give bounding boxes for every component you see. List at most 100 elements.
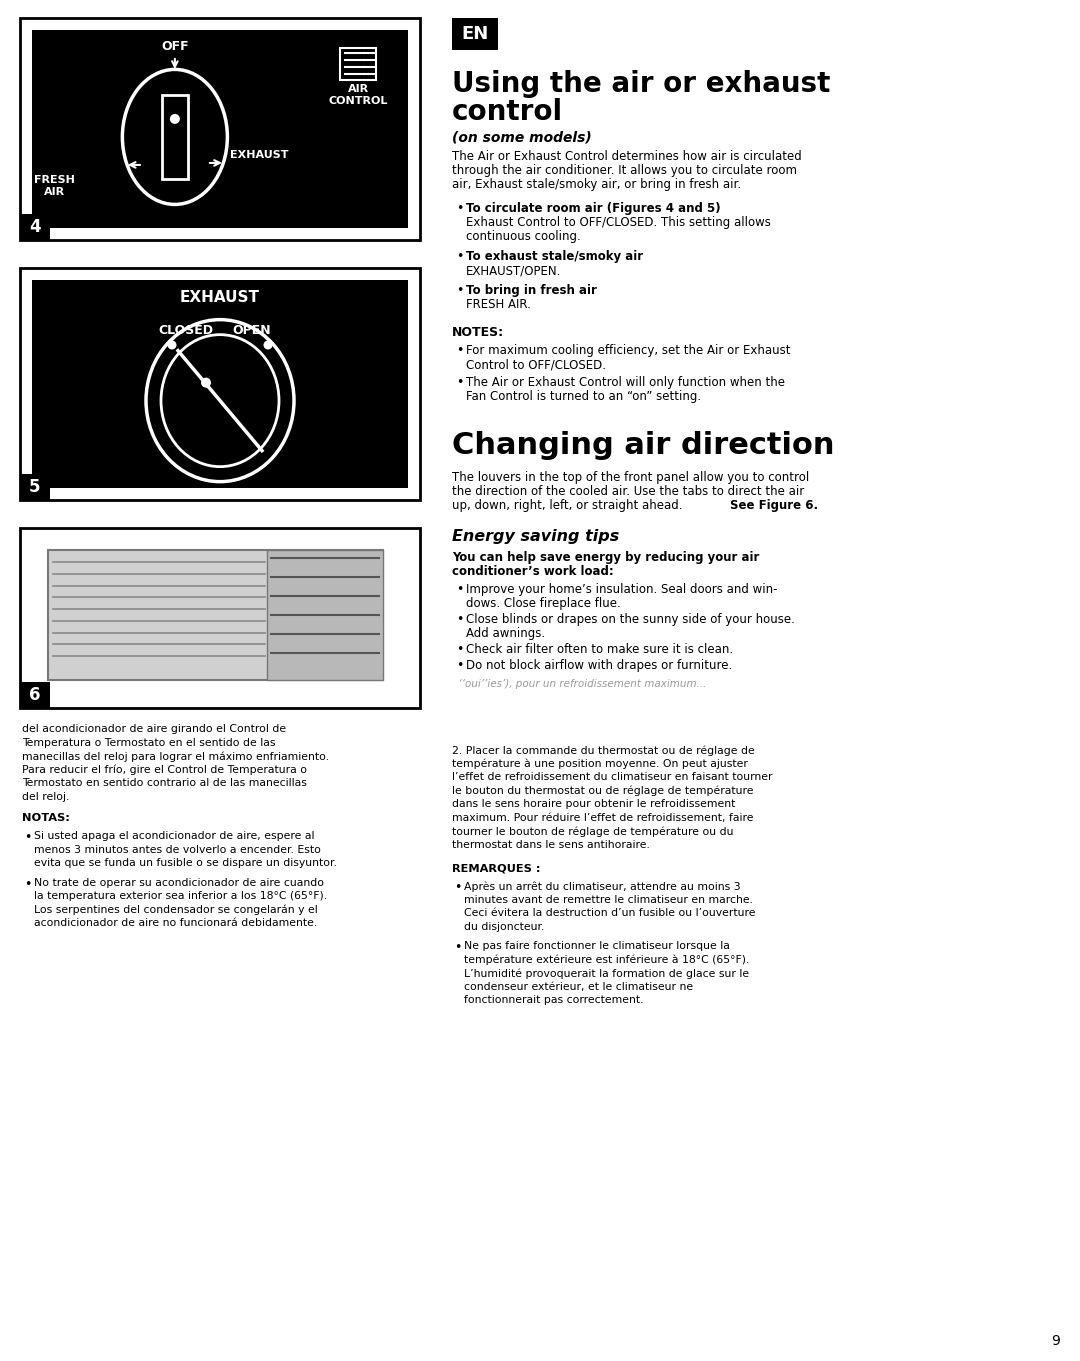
FancyBboxPatch shape (21, 18, 420, 240)
Text: •: • (456, 250, 463, 263)
Text: del reloj.: del reloj. (22, 792, 69, 802)
FancyBboxPatch shape (21, 214, 50, 240)
Text: minutes avant de remettre le climatiseur en marche.: minutes avant de remettre le climatiseur… (464, 894, 753, 905)
Text: NOTES:: NOTES: (453, 327, 504, 339)
Text: Using the air or exhaust: Using the air or exhaust (453, 69, 831, 98)
Circle shape (167, 340, 176, 350)
Text: del acondicionador de aire girando el Control de: del acondicionador de aire girando el Co… (22, 724, 286, 734)
Text: maximum. Pour réduire l’effet de refroidissement, faire: maximum. Pour réduire l’effet de refroid… (453, 813, 754, 822)
Text: du disjoncteur.: du disjoncteur. (464, 921, 544, 931)
Text: NOTAS:: NOTAS: (22, 813, 70, 823)
Text: To exhaust stale/smoky air: To exhaust stale/smoky air (465, 250, 643, 263)
Text: No trate de operar su acondicionador de aire cuando: No trate de operar su acondicionador de … (33, 878, 324, 887)
Text: acondicionador de aire no funcionará debidamente.: acondicionador de aire no funcionará deb… (33, 919, 318, 928)
Text: You can help save energy by reducing your air: You can help save energy by reducing you… (453, 551, 759, 563)
Text: The louvers in the top of the front panel allow you to control: The louvers in the top of the front pane… (453, 471, 809, 485)
FancyBboxPatch shape (32, 280, 408, 489)
Text: 5: 5 (29, 478, 41, 495)
Text: To bring in fresh air: To bring in fresh air (465, 284, 597, 297)
Text: The Air or Exhaust Control will only function when the: The Air or Exhaust Control will only fun… (465, 376, 785, 389)
Text: For maximum cooling efficiency, set the Air or Exhaust: For maximum cooling efficiency, set the … (465, 344, 791, 357)
Text: Energy saving tips: Energy saving tips (453, 529, 619, 544)
Text: Add awnings.: Add awnings. (465, 627, 545, 640)
Text: ‘‘oui’’ies’), pour un refroidissement maximum...: ‘‘oui’’ies’), pour un refroidissement ma… (453, 679, 706, 689)
Circle shape (170, 114, 180, 124)
FancyBboxPatch shape (21, 682, 50, 708)
Text: 9: 9 (1051, 1334, 1059, 1347)
Text: •: • (456, 344, 463, 357)
FancyBboxPatch shape (267, 550, 383, 680)
Circle shape (201, 377, 211, 388)
Text: dans le sens horaire pour obtenir le refroidissement: dans le sens horaire pour obtenir le ref… (453, 799, 735, 808)
Text: le bouton du thermostat ou de réglage de température: le bouton du thermostat ou de réglage de… (453, 785, 754, 796)
Text: Do not block airflow with drapes or furniture.: Do not block airflow with drapes or furn… (465, 659, 732, 672)
Text: (on some models): (on some models) (453, 131, 592, 144)
Text: Exhaust Control to OFF/CLOSED. This setting allows: Exhaust Control to OFF/CLOSED. This sett… (465, 216, 771, 229)
Text: evita que se funda un fusible o se dispare un disyuntor.: evita que se funda un fusible o se dispa… (33, 857, 337, 868)
Text: air, Exhaust stale/smoky air, or bring in fresh air.: air, Exhaust stale/smoky air, or bring i… (453, 178, 741, 191)
Text: continuous cooling.: continuous cooling. (465, 230, 581, 244)
Text: Temperatura o Termostato en el sentido de las: Temperatura o Termostato en el sentido d… (22, 738, 275, 747)
Text: Changing air direction: Changing air direction (453, 431, 835, 460)
Text: Check air filter often to make sure it is clean.: Check air filter often to make sure it i… (465, 642, 733, 656)
Text: OPEN: OPEN (232, 324, 271, 338)
FancyBboxPatch shape (21, 528, 420, 708)
Text: manecillas del reloj para lograr el máximo enfriamiento.: manecillas del reloj para lograr el máxi… (22, 751, 329, 762)
FancyBboxPatch shape (453, 18, 498, 50)
Text: EXHAUST/OPEN.: EXHAUST/OPEN. (465, 264, 562, 278)
Text: •: • (456, 583, 463, 596)
Text: •: • (456, 284, 463, 297)
Text: Après un arrêt du climatiseur, attendre au moins 3: Après un arrêt du climatiseur, attendre … (464, 881, 741, 891)
Text: EXHAUST: EXHAUST (230, 150, 288, 161)
Text: 4: 4 (29, 218, 41, 235)
Text: 6: 6 (29, 686, 41, 704)
Text: température à une position moyenne. On peut ajuster: température à une position moyenne. On p… (453, 758, 747, 769)
Text: To circulate room air (Figures 4 and 5): To circulate room air (Figures 4 and 5) (465, 201, 720, 215)
Text: Fan Control is turned to an “on” setting.: Fan Control is turned to an “on” setting… (465, 391, 701, 403)
Text: Termostato en sentido contrario al de las manecillas: Termostato en sentido contrario al de la… (22, 778, 307, 788)
Text: dows. Close fireplace flue.: dows. Close fireplace flue. (465, 597, 621, 610)
Text: up, down, right, left, or straight ahead.: up, down, right, left, or straight ahead… (453, 499, 686, 512)
Text: condenseur extérieur, et le climatiseur ne: condenseur extérieur, et le climatiseur … (464, 981, 693, 992)
Text: EN: EN (461, 24, 488, 44)
Text: FRESH AIR.: FRESH AIR. (465, 298, 531, 312)
Text: through the air conditioner. It allows you to circulate room: through the air conditioner. It allows y… (453, 163, 797, 177)
Text: •: • (456, 376, 463, 389)
Circle shape (264, 340, 272, 350)
Text: L’humidité provoquerait la formation de glace sur le: L’humidité provoquerait la formation de … (464, 968, 750, 979)
Text: •: • (456, 612, 463, 626)
FancyBboxPatch shape (48, 550, 383, 680)
Text: Control to OFF/CLOSED.: Control to OFF/CLOSED. (465, 358, 606, 372)
Text: Improve your home’s insulation. Seal doors and win-: Improve your home’s insulation. Seal doo… (465, 583, 778, 596)
Text: Ne pas faire fonctionner le climatiseur lorsque la: Ne pas faire fonctionner le climatiseur … (464, 940, 730, 951)
Text: AIR
CONTROL: AIR CONTROL (328, 84, 388, 106)
Text: menos 3 minutos antes de volverlo a encender. Esto: menos 3 minutos antes de volverlo a ence… (33, 844, 321, 855)
Text: •: • (456, 659, 463, 672)
Text: thermostat dans le sens antihoraire.: thermostat dans le sens antihoraire. (453, 840, 650, 849)
Text: EXHAUST: EXHAUST (180, 290, 260, 305)
Text: l’effet de refroidissement du climatiseur en faisant tourner: l’effet de refroidissement du climatiseu… (453, 772, 772, 783)
Text: •: • (456, 642, 463, 656)
Text: •: • (24, 878, 31, 890)
Text: OFF: OFF (161, 39, 189, 53)
Text: fonctionnerait pas correctement.: fonctionnerait pas correctement. (464, 995, 644, 1004)
Text: Close blinds or drapes on the sunny side of your house.: Close blinds or drapes on the sunny side… (465, 612, 795, 626)
FancyBboxPatch shape (21, 474, 50, 499)
Text: •: • (24, 832, 31, 844)
Text: tourner le bouton de réglage de température ou du: tourner le bouton de réglage de températ… (453, 826, 733, 837)
Text: The Air or Exhaust Control determines how air is circulated: The Air or Exhaust Control determines ho… (453, 150, 801, 163)
FancyBboxPatch shape (32, 30, 408, 229)
Text: Los serpentines del condensador se congelarán y el: Los serpentines del condensador se conge… (33, 905, 318, 915)
Text: •: • (454, 881, 461, 894)
Text: FRESH
AIR: FRESH AIR (33, 176, 75, 196)
Text: Ceci évitera la destruction d’un fusible ou l’ouverture: Ceci évitera la destruction d’un fusible… (464, 908, 756, 919)
Text: REMARQUES :: REMARQUES : (453, 863, 540, 872)
Text: température extérieure est inférieure à 18°C (65°F).: température extérieure est inférieure à … (464, 954, 750, 965)
Text: la temperatura exterior sea inferior a los 18°C (65°F).: la temperatura exterior sea inferior a l… (33, 891, 327, 901)
Text: •: • (454, 940, 461, 954)
Text: CLOSED: CLOSED (158, 324, 213, 338)
FancyBboxPatch shape (21, 268, 420, 499)
Text: See Figure 6.: See Figure 6. (730, 499, 819, 512)
Text: conditioner’s work load:: conditioner’s work load: (453, 565, 613, 578)
Text: control: control (453, 98, 563, 127)
